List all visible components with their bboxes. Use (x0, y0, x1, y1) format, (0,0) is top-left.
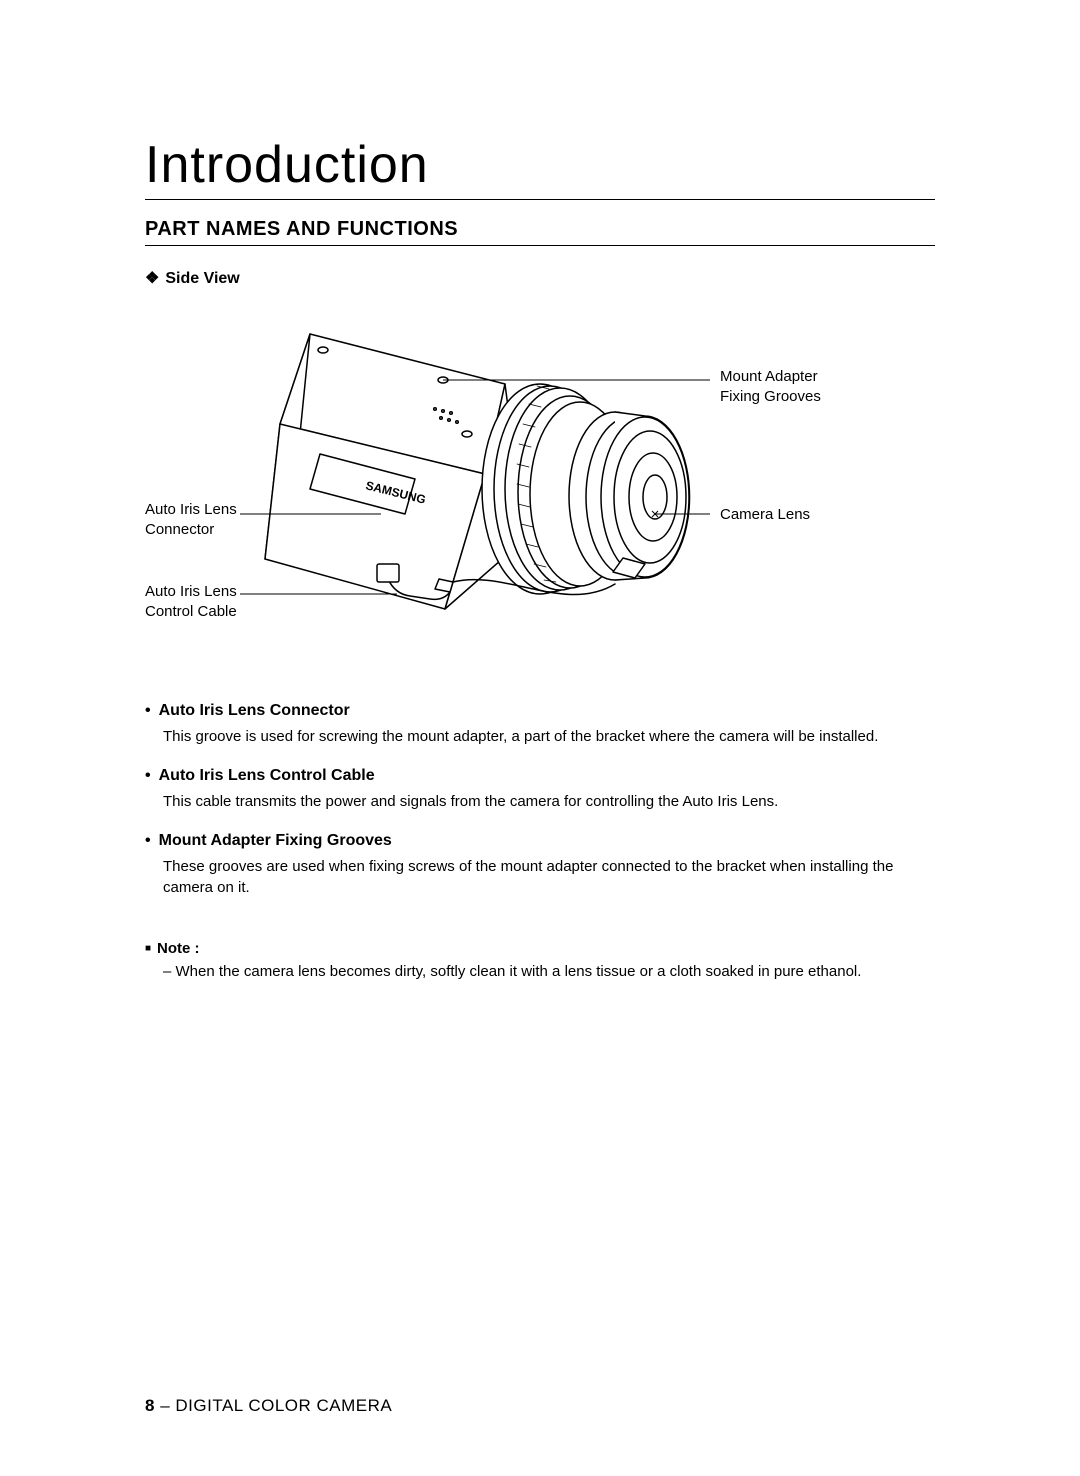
definitions-list: Auto Iris Lens Connector This groove is … (145, 702, 935, 898)
note-body: When the camera lens becomes dirty, soft… (145, 961, 935, 982)
callout-camera-lens: Camera Lens (720, 505, 810, 525)
subheading-text: Side View (165, 270, 239, 287)
definition-body: These grooves are used when fixing screw… (145, 856, 935, 898)
definition-item: Auto Iris Lens Control Cable This cable … (145, 767, 935, 812)
definition-body: This cable transmits the power and signa… (145, 791, 935, 812)
page-number: 8 (145, 1396, 155, 1415)
page-footer: 8 – DIGITAL COLOR CAMERA (145, 1396, 392, 1416)
definition-item: Auto Iris Lens Connector This groove is … (145, 702, 935, 747)
definition-title: Auto Iris Lens Connector (145, 702, 935, 720)
callout-auto-iris-connector: Auto Iris Lens Connector (145, 500, 240, 541)
subheading: ❖ Side View (145, 268, 935, 288)
callout-auto-iris-cable: Auto Iris Lens Control Cable (145, 582, 240, 623)
note-block: Note : When the camera lens becomes dirt… (145, 940, 935, 982)
definition-title: Mount Adapter Fixing Grooves (145, 832, 935, 850)
definition-title: Auto Iris Lens Control Cable (145, 767, 935, 785)
side-view-diagram: SAMSUNG Mount Adapter Fixing Grooves Cam… (145, 314, 935, 674)
callout-mount-adapter: Mount Adapter Fixing Grooves (720, 367, 821, 408)
definition-item: Mount Adapter Fixing Grooves These groov… (145, 832, 935, 898)
section-heading: PART NAMES AND FUNCTIONS (145, 218, 935, 246)
page-title: Introduction (145, 135, 935, 200)
document-page: Introduction PART NAMES AND FUNCTIONS ❖ S… (0, 0, 1080, 1476)
note-label: Note : (145, 940, 200, 957)
diamond-bullet-icon: ❖ (145, 270, 159, 287)
footer-text: – DIGITAL COLOR CAMERA (155, 1396, 392, 1415)
definition-body: This groove is used for screwing the mou… (145, 726, 935, 747)
